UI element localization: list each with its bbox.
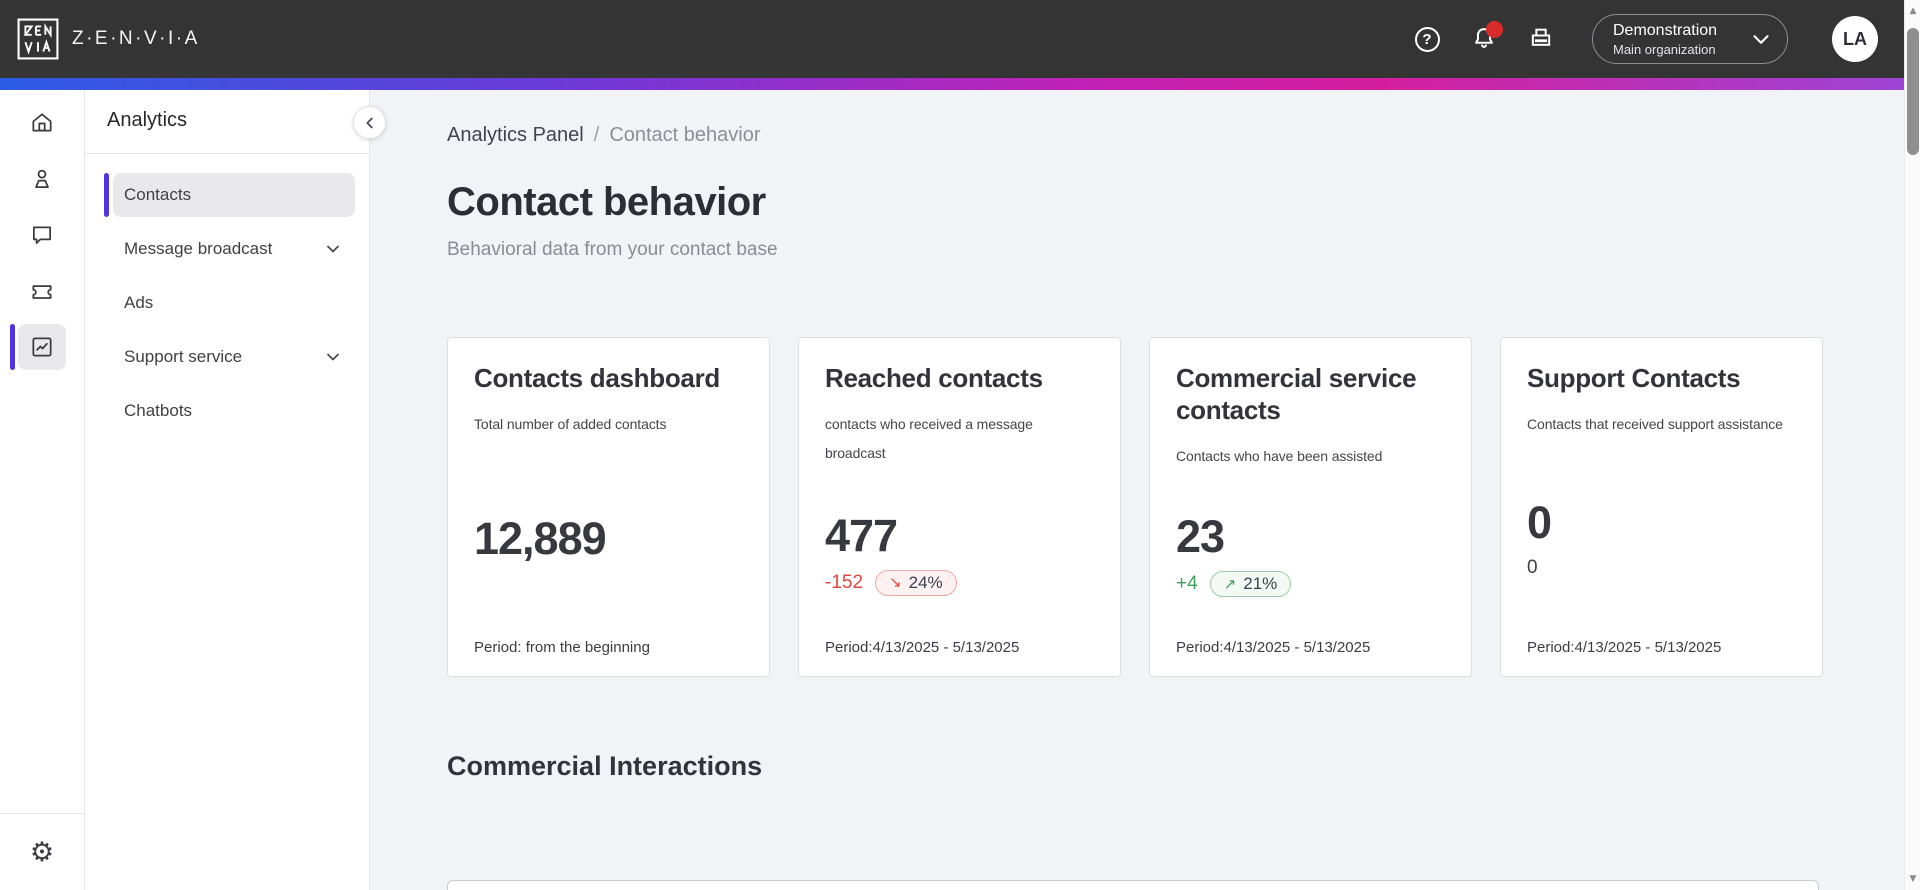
panel-title: Analytics — [107, 109, 188, 131]
menu-item-contacts[interactable]: Contacts — [104, 173, 355, 217]
rail-bottom-section: ⚙ — [0, 813, 84, 890]
card-title: Commercial service contacts — [1176, 363, 1417, 425]
help-icon: ? — [1414, 26, 1440, 52]
card-title: Contacts dashboard — [474, 363, 720, 393]
rail-item-tickets[interactable] — [18, 268, 66, 314]
menu-item-ads[interactable]: Ads — [113, 281, 355, 325]
trend-badge: ↘ 24% — [875, 569, 957, 596]
breadcrumb-separator: / — [593, 123, 600, 146]
printer-icon — [1531, 28, 1551, 46]
commercial-interactions-card — [447, 880, 1819, 890]
chevron-down-icon — [1748, 26, 1774, 52]
home-icon — [32, 113, 52, 132]
topbar: Z·E·N·V·I·A ? Demonstration Main organiz… — [0, 0, 1920, 78]
menu-item-label: Support service — [124, 347, 243, 366]
zenvia-logo-icon[interactable] — [16, 17, 60, 61]
delta-value: +4 — [1176, 573, 1198, 594]
card-value: 12,889 — [474, 513, 607, 564]
card-period: Period:4/13/2025 - 5/13/2025 — [1176, 639, 1371, 656]
card-delta-row: +4 ↗ 21% — [1176, 571, 1445, 597]
panel-divider — [85, 153, 369, 154]
scroll-up-arrow-icon[interactable]: ▲ — [1909, 6, 1917, 16]
card-delta-row: 0 — [1527, 557, 1796, 579]
rail-item-contacts[interactable] — [18, 156, 66, 202]
card-title: Support Contacts — [1527, 363, 1741, 393]
notification-dot — [1486, 21, 1503, 38]
chevron-down-icon — [323, 347, 343, 367]
card-value: 23 — [1176, 511, 1225, 562]
avatar[interactable]: LA — [1832, 16, 1878, 62]
menu-item-label: Ads — [124, 293, 154, 312]
trend-percent: 24% — [908, 572, 943, 592]
menu-item-support-service[interactable]: Support service — [113, 335, 355, 379]
card-contacts-dashboard: Contacts dashboard Total number of added… — [447, 337, 770, 677]
organization-subtitle: Main organization — [1613, 41, 1716, 57]
line-chart-icon — [32, 337, 52, 357]
card-reached-contacts: Reached contacts contacts who received a… — [798, 337, 1121, 677]
card-period: Period:4/13/2025 - 5/13/2025 — [1527, 639, 1722, 656]
print-button[interactable] — [1521, 19, 1561, 59]
scroll-down-arrow-icon[interactable]: ▼ — [1909, 874, 1917, 884]
main-content: Analytics Panel / Contact behavior Conta… — [371, 90, 1904, 890]
breadcrumb-current: Contact behavior — [609, 123, 761, 146]
breadcrumb: Analytics Panel / Contact behavior — [447, 122, 1904, 148]
card-title: Reached contacts — [825, 363, 1043, 393]
brand-text: Z·E·N·V·I·A — [72, 28, 200, 49]
menu-item-label: Message broadcast — [124, 239, 273, 258]
card-commercial-service-contacts: Commercial service contacts Contacts who… — [1149, 337, 1472, 677]
card-description: Contacts that received support assistanc… — [1527, 416, 1783, 432]
metric-cards-row: Contacts dashboard Total number of added… — [447, 337, 1904, 677]
gear-icon: ⚙ — [29, 836, 55, 868]
rail-item-home[interactable] — [18, 100, 66, 146]
ticket-icon — [32, 285, 52, 299]
scrollbar-thumb[interactable] — [1907, 28, 1919, 155]
card-value: 477 — [825, 509, 898, 561]
delta-value: 0 — [1527, 557, 1538, 578]
card-support-contacts: Support Contacts Contacts that received … — [1500, 337, 1823, 677]
help-button[interactable]: ? — [1407, 19, 1447, 59]
menu-item-label: Contacts — [124, 185, 192, 204]
card-description: contacts who received a message broadcas… — [825, 416, 1033, 461]
menu-item-chatbots[interactable]: Chatbots — [113, 389, 355, 433]
delta-value: -152 — [825, 571, 864, 593]
rail-item-analytics[interactable] — [10, 324, 66, 370]
vertical-scrollbar[interactable]: ▲ ▼ — [1904, 0, 1920, 890]
card-value: 0 — [1527, 497, 1552, 548]
organization-name: Demonstration — [1613, 21, 1718, 39]
notifications-button[interactable] — [1464, 19, 1504, 59]
trend-up-arrow-icon: ↗ — [1223, 574, 1237, 593]
card-period: Period:4/13/2025 - 5/13/2025 — [825, 639, 1020, 656]
card-period: Period: from the beginning — [474, 639, 650, 656]
page-subtitle: Behavioral data from your contact base — [447, 239, 778, 260]
page-title: Contact behavior — [447, 180, 766, 224]
trend-down-arrow-icon: ↘ — [889, 573, 902, 591]
rail-item-settings[interactable]: ⚙ — [18, 829, 66, 875]
card-description: Contacts who have been assisted — [1176, 448, 1383, 464]
menu-item-message-broadcast[interactable]: Message broadcast — [113, 227, 355, 271]
analytics-panel: Analytics Contacts Message broadcast Ads… — [85, 90, 386, 890]
chevron-left-icon — [365, 117, 373, 128]
chevron-down-icon — [323, 239, 343, 259]
collapse-panel-button[interactable] — [353, 106, 386, 139]
icon-rail: ⚙ — [0, 90, 85, 890]
chat-bubble-icon — [33, 226, 51, 244]
rail-item-conversations[interactable] — [18, 212, 66, 258]
card-delta-row: -152 ↘ 24% — [825, 569, 1094, 596]
organization-switcher[interactable]: Demonstration Main organization — [1592, 14, 1788, 64]
section-title-commercial-interactions: Commercial Interactions — [447, 751, 763, 781]
person-icon — [35, 169, 49, 188]
panel-menu: Contacts Message broadcast Ads Support s… — [85, 173, 369, 433]
menu-item-label: Chatbots — [124, 401, 193, 420]
breadcrumb-analytics-panel-link[interactable]: Analytics Panel — [447, 123, 584, 146]
brand-gradient-bar — [0, 78, 1920, 90]
card-description: Total number of added contacts — [474, 416, 667, 432]
trend-badge: ↗ 21% — [1209, 571, 1292, 597]
trend-percent: 21% — [1243, 574, 1278, 593]
